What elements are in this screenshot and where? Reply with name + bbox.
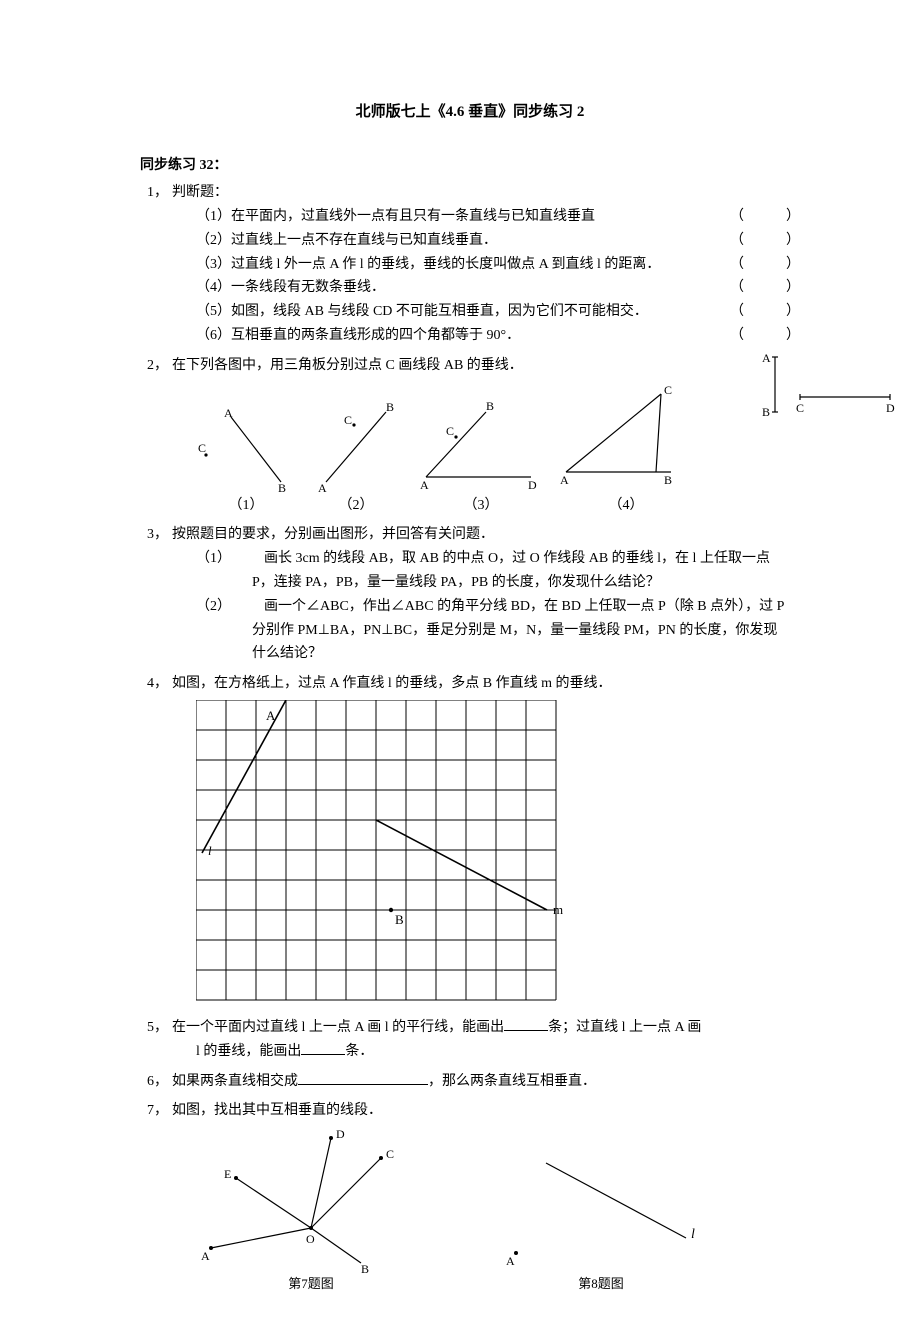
q6-blank bbox=[298, 1070, 428, 1085]
svg-text:O: O bbox=[306, 1232, 315, 1246]
q1-item-2: （2）过直线上一点不存在直线与已知直线垂直． （） bbox=[140, 229, 800, 253]
svg-text:D: D bbox=[886, 401, 895, 415]
svg-text:B: B bbox=[664, 473, 672, 487]
q8-caption: 第8题图 bbox=[486, 1273, 716, 1295]
svg-text:C: C bbox=[198, 441, 206, 455]
svg-text:C: C bbox=[446, 424, 454, 438]
q2-number: 2， bbox=[140, 354, 172, 378]
q2-fig3: A B D C bbox=[416, 397, 546, 492]
q1-item-5: （5）如图，线段 AB 与线段 CD 不可能互相垂直，因为它们不可能相交． （） bbox=[140, 300, 800, 324]
q5-number: 5， bbox=[140, 1016, 172, 1040]
svg-text:A: A bbox=[318, 481, 327, 492]
q8-figure: l A 第8题图 bbox=[486, 1143, 716, 1295]
q4-number: 4， bbox=[140, 672, 172, 696]
svg-text:B: B bbox=[486, 399, 494, 413]
question-7: 7， 如图，找出其中互相垂直的线段． O A B C bbox=[140, 1099, 800, 1295]
q1-5-figure: A B C D bbox=[760, 352, 900, 432]
svg-text:C: C bbox=[664, 383, 672, 397]
svg-text:E: E bbox=[224, 1167, 231, 1181]
question-4: 4， 如图，在方格纸上，过点 A 作直线 l 的垂线，多点 B 作直线 m 的垂… bbox=[140, 672, 800, 1010]
q5-text-d: 条． bbox=[345, 1044, 373, 1059]
q7-figure: O A B C D bbox=[196, 1123, 426, 1295]
q7-stem: 如图，找出其中互相垂直的线段． bbox=[172, 1099, 800, 1123]
question-1: 1， 判断题： （1）在平面内，过直线外一点有且只有一条直线与已知直线垂直 （）… bbox=[140, 181, 800, 348]
svg-text:A: A bbox=[201, 1249, 210, 1263]
svg-text:D: D bbox=[336, 1127, 345, 1141]
q3-sub1: （1）画长 3cm 的线段 AB，取 AB 的中点 O，过 O 作线段 AB 的… bbox=[140, 547, 800, 595]
question-5: 5， 在一个平面内过直线 l 上一点 A 画 l 的平行线，能画出 条；过直线 l… bbox=[140, 1016, 800, 1064]
q1-number: 1， bbox=[140, 181, 172, 205]
q2-figures: A B C A B C A B D C bbox=[196, 382, 800, 492]
q5-text-a: 在一个平面内过直线 l 上一点 A 画 l 的平行线，能画出 bbox=[172, 1020, 504, 1035]
q2-fig1: A B C bbox=[196, 397, 296, 492]
svg-text:A: A bbox=[420, 478, 429, 492]
svg-text:A: A bbox=[560, 473, 569, 487]
svg-text:A: A bbox=[224, 406, 233, 420]
svg-text:m: m bbox=[553, 902, 563, 917]
svg-text:B: B bbox=[762, 405, 770, 419]
q7-caption: 第7题图 bbox=[196, 1273, 426, 1295]
question-3: 3， 按照题目的要求，分别画出图形，并回答有关问题． （1）画长 3cm 的线段… bbox=[140, 523, 800, 666]
q5-blank-1 bbox=[504, 1016, 548, 1031]
q5-text-c: l 的垂线，能画出 bbox=[196, 1044, 301, 1059]
q2-stem: 在下列各图中，用三角板分别过点 C 画线段 AB 的垂线． bbox=[172, 354, 800, 378]
q1-item-4: （4）一条线段有无数条垂线． （） bbox=[140, 276, 800, 300]
svg-text:C: C bbox=[386, 1147, 394, 1161]
q6-text-a: 如果两条直线相交成 bbox=[172, 1074, 298, 1089]
q5-text-b: 条；过直线 l 上一点 A 画 bbox=[548, 1020, 701, 1035]
svg-text:A: A bbox=[266, 708, 276, 723]
section-heading: 同步练习 32： bbox=[140, 154, 800, 178]
svg-text:B: B bbox=[361, 1262, 369, 1273]
q1-stem: 判断题： bbox=[172, 181, 800, 205]
svg-text:B: B bbox=[395, 912, 404, 927]
svg-text:B: B bbox=[278, 481, 286, 492]
svg-text:A: A bbox=[762, 352, 771, 365]
q3-number: 3， bbox=[140, 523, 172, 547]
question-6: 6， 如果两条直线相交成 ，那么两条直线互相垂直． bbox=[140, 1070, 800, 1094]
q3-stem: 按照题目的要求，分别画出图形，并回答有关问题． bbox=[172, 523, 800, 547]
q1-item-1: （1）在平面内，过直线外一点有且只有一条直线与已知直线垂直 （） bbox=[140, 205, 800, 229]
q7-number: 7， bbox=[140, 1099, 172, 1123]
svg-text:C: C bbox=[344, 413, 352, 427]
question-2: 2， 在下列各图中，用三角板分别过点 C 画线段 AB 的垂线． A B C A… bbox=[140, 354, 800, 518]
q1-item-3: （3）过直线 l 外一点 A 作 l 的垂线，垂线的长度叫做点 A 到直线 l … bbox=[140, 253, 800, 277]
svg-text:C: C bbox=[796, 401, 804, 415]
svg-text:D: D bbox=[528, 478, 537, 492]
page-title: 北师版七上《4.6 垂直》同步练习 2 bbox=[140, 100, 800, 126]
q4-stem: 如图，在方格纸上，过点 A 作直线 l 的垂线，多点 B 作直线 m 的垂线． bbox=[172, 672, 800, 696]
q3-sub2: （2）画一个∠ABC，作出∠ABC 的角平分线 BD，在 BD 上任取一点 P（… bbox=[140, 595, 800, 666]
q2-captions: （1） （2） （3） （4） bbox=[196, 494, 800, 518]
svg-text:l: l bbox=[691, 1227, 695, 1242]
q4-grid-figure: l m A B bbox=[196, 700, 586, 1010]
svg-text:B: B bbox=[386, 400, 394, 414]
svg-text:l: l bbox=[208, 843, 212, 858]
q2-fig4: A B C bbox=[556, 382, 696, 492]
q5-blank-2 bbox=[301, 1040, 345, 1055]
q6-text-b: ，那么两条直线互相垂直． bbox=[428, 1074, 596, 1089]
q6-number: 6， bbox=[140, 1070, 172, 1094]
q1-item-6: （6）互相垂直的两条直线形成的四个角都等于 90°． （） bbox=[140, 324, 800, 348]
q2-fig2: A B C bbox=[306, 397, 406, 492]
svg-text:A: A bbox=[506, 1254, 515, 1268]
